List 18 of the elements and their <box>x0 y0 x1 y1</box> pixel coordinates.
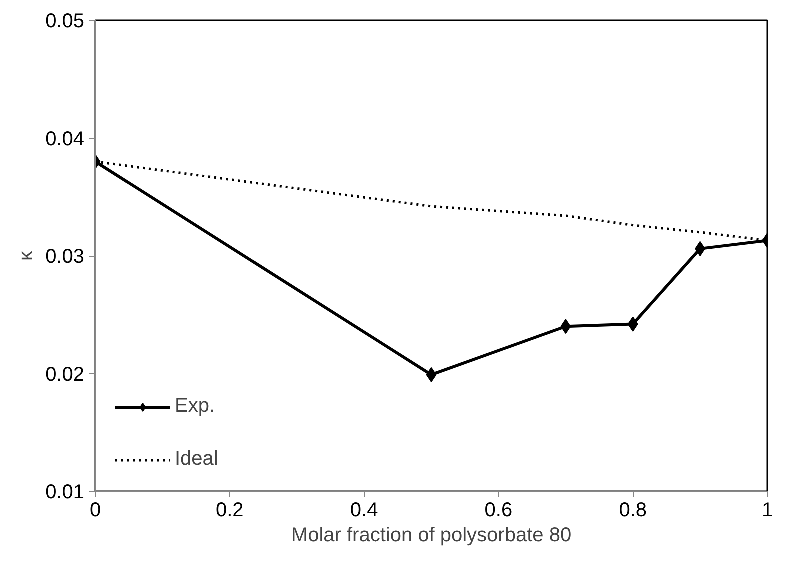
y-tick-label: 0.04 <box>46 128 85 150</box>
y-tick-label: 0.03 <box>46 246 85 268</box>
x-tick-label: 0 <box>90 500 102 522</box>
x-tick-label: 1 <box>762 500 774 522</box>
point <box>426 367 437 382</box>
point <box>560 319 572 334</box>
legend-label: Exp. <box>175 395 216 418</box>
y-axis-title: κ <box>16 250 38 261</box>
point <box>628 316 638 332</box>
x-tick-label: 0.6 <box>484 500 513 522</box>
y-tick-label: 0.02 <box>46 364 85 386</box>
x-axis-title: Molar fraction of polysorbate 80 <box>291 524 572 546</box>
x-tick-label: 0.8 <box>619 500 648 522</box>
legend-label: Ideal <box>175 448 218 471</box>
x-tick-label: 0.2 <box>216 500 244 522</box>
x-tick-label: 0.4 <box>350 500 378 522</box>
y-tick-label: 0.05 <box>46 10 85 32</box>
y-tick-label: 0.01 <box>46 482 85 504</box>
